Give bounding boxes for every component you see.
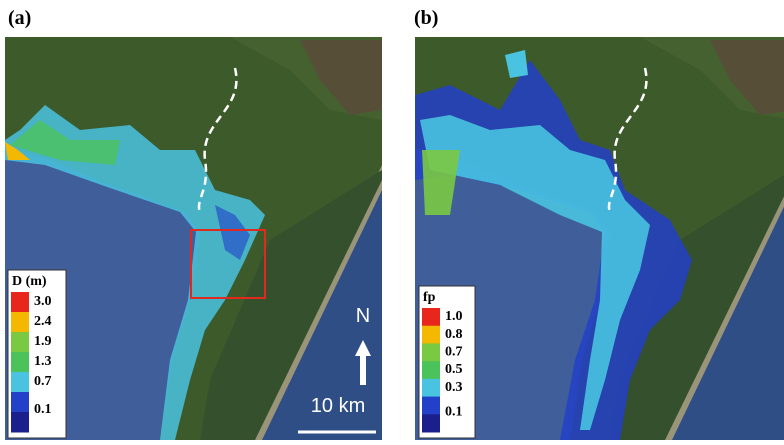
legend-swatch: [11, 352, 29, 373]
map-b: [415, 37, 784, 440]
scale-label: 10 km: [311, 395, 365, 417]
legend-swatch: [11, 392, 29, 413]
legend-swatch: [11, 372, 29, 393]
legend-tick: 2.4: [34, 314, 52, 329]
legend-tick: 0.7: [445, 345, 463, 360]
legend-tick: 1.0: [445, 309, 463, 324]
north-arrow: N 10 km: [298, 305, 376, 434]
legend-swatch: [422, 396, 440, 415]
legend-tick: 1.3: [34, 354, 52, 369]
legend-swatch: [422, 308, 440, 327]
legend-tick: 0.7: [34, 374, 52, 389]
legend-swatch: [422, 414, 440, 433]
north-label: N: [356, 305, 370, 327]
legend-title: D (m): [12, 274, 47, 289]
legend-swatch: [11, 312, 29, 333]
legend-tick: 3.0: [34, 294, 52, 309]
legend-swatch: [422, 325, 440, 344]
panel-label: (b): [414, 7, 438, 29]
map-a: [5, 37, 382, 440]
legend-swatch: [422, 361, 440, 380]
legend-tick: 0.5: [445, 362, 463, 377]
panel-label: (a): [8, 7, 31, 29]
legend-swatch: [422, 378, 440, 398]
legend-swatch: [422, 343, 440, 362]
legend-tick: 0.3: [445, 380, 463, 395]
legends: D (m) 3.0 2.4 1.9 1.3 0.7 0.1 fp 1.0 0.8 0.7 0.5 0.3…: [7, 269, 476, 439]
legend-swatch: [11, 332, 29, 353]
legend-tick: 1.9: [34, 334, 52, 349]
legend-swatch: [11, 292, 29, 313]
legend-tick: 0.1: [445, 405, 463, 420]
legend-tick: 0.1: [34, 402, 52, 417]
legend-swatch: [11, 412, 29, 433]
legend-title: fp: [423, 290, 436, 305]
legend-tick: 0.8: [445, 327, 463, 342]
